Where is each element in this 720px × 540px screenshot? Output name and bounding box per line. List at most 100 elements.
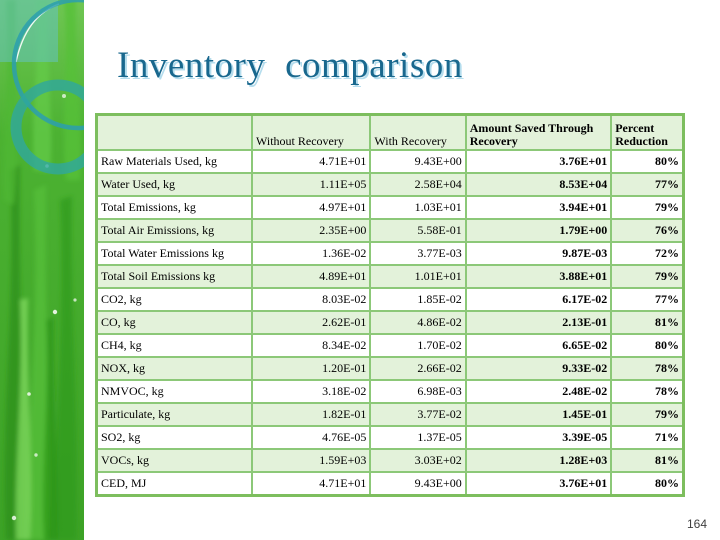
header-percent-reduction: Percent Reduction — [610, 113, 685, 151]
page-title: Inventory comparison — [117, 45, 463, 86]
without-recovery-cell: 1.36E-02 — [251, 241, 372, 266]
row-label-cell: CH4, kg — [95, 333, 254, 358]
percent-reduction-cell: 79% — [610, 402, 685, 427]
without-recovery-cell: 1.11E+05 — [251, 172, 372, 197]
inventory-table: Without Recovery With Recovery Amount Sa… — [95, 113, 685, 497]
amount-saved-cell: 3.76E+01 — [464, 471, 613, 497]
percent-reduction-cell: 81% — [610, 310, 685, 335]
grass-photo-strip — [0, 0, 84, 540]
row-label-cell: VOCs, kg — [95, 448, 254, 473]
without-recovery-cell: 1.20E-01 — [251, 356, 372, 381]
row-label-cell: CO, kg — [95, 310, 254, 335]
without-recovery-cell: 8.03E-02 — [251, 287, 372, 312]
without-recovery-cell: 8.34E-02 — [251, 333, 372, 358]
amount-saved-cell: 6.17E-02 — [464, 287, 613, 312]
table-row: Total Emissions, kg 4.97E+01 1.03E+01 3.… — [95, 195, 685, 220]
thin-teal-ring-icon — [11, 0, 84, 131]
without-recovery-cell: 4.71E+01 — [251, 149, 372, 174]
percent-reduction-cell: 77% — [610, 172, 685, 197]
percent-reduction-cell: 80% — [610, 333, 685, 358]
row-label-cell: Raw Materials Used, kg — [95, 149, 254, 174]
row-label-cell: NMVOC, kg — [95, 379, 254, 404]
percent-reduction-cell: 79% — [610, 264, 685, 289]
percent-reduction-cell: 79% — [610, 195, 685, 220]
row-label-cell: CED, MJ — [95, 471, 254, 497]
table-row: CED, MJ 4.71E+01 9.43E+00 3.76E+01 80% — [95, 471, 685, 497]
table-row: CO2, kg 8.03E-02 1.85E-02 6.17E-02 77% — [95, 287, 685, 312]
header-without-recovery: Without Recovery — [251, 113, 372, 151]
without-recovery-cell: 4.89E+01 — [251, 264, 372, 289]
inventory-table-container: Without Recovery With Recovery Amount Sa… — [95, 113, 685, 497]
row-label-cell: Particulate, kg — [95, 402, 254, 427]
amount-saved-cell: 1.79E+00 — [464, 218, 613, 243]
row-label-cell: Total Water Emissions kg — [95, 241, 254, 266]
header-amount-saved: Amount Saved Through Recovery — [464, 113, 613, 151]
table-row: Total Water Emissions kg 1.36E-02 3.77E-… — [95, 241, 685, 266]
table-row: VOCs, kg 1.59E+03 3.03E+02 1.28E+03 81% — [95, 448, 685, 473]
amount-saved-cell: 3.39E-05 — [464, 425, 613, 450]
with-recovery-cell: 2.58E+04 — [369, 172, 467, 197]
percent-reduction-cell: 72% — [610, 241, 685, 266]
without-recovery-cell: 1.59E+03 — [251, 448, 372, 473]
header-with-recovery: With Recovery — [369, 113, 467, 151]
percent-reduction-cell: 78% — [610, 356, 685, 381]
amount-saved-cell: 3.94E+01 — [464, 195, 613, 220]
row-label-cell: NOX, kg — [95, 356, 254, 381]
row-label-cell: CO2, kg — [95, 287, 254, 312]
row-label-cell: Total Emissions, kg — [95, 195, 254, 220]
with-recovery-cell: 9.43E+00 — [369, 471, 467, 497]
with-recovery-cell: 1.01E+01 — [369, 264, 467, 289]
amount-saved-cell: 1.28E+03 — [464, 448, 613, 473]
percent-reduction-cell: 77% — [610, 287, 685, 312]
row-label-cell: Total Soil Emissions kg — [95, 264, 254, 289]
without-recovery-cell: 2.62E-01 — [251, 310, 372, 335]
without-recovery-cell: 3.18E-02 — [251, 379, 372, 404]
amount-saved-cell: 8.53E+04 — [464, 172, 613, 197]
with-recovery-cell: 1.70E-02 — [369, 333, 467, 358]
with-recovery-cell: 9.43E+00 — [369, 149, 467, 174]
row-label-cell: SO2, kg — [95, 425, 254, 450]
percent-reduction-cell: 78% — [610, 379, 685, 404]
table-row: NOX, kg 1.20E-01 2.66E-02 9.33E-02 78% — [95, 356, 685, 381]
amount-saved-cell: 1.45E-01 — [464, 402, 613, 427]
without-recovery-cell: 4.76E-05 — [251, 425, 372, 450]
with-recovery-cell: 1.85E-02 — [369, 287, 467, 312]
table-row: SO2, kg 4.76E-05 1.37E-05 3.39E-05 71% — [95, 425, 685, 450]
with-recovery-cell: 6.98E-03 — [369, 379, 467, 404]
amount-saved-cell: 2.48E-02 — [464, 379, 613, 404]
table-row: Total Air Emissions, kg 2.35E+00 5.58E-0… — [95, 218, 685, 243]
with-recovery-cell: 2.66E-02 — [369, 356, 467, 381]
amount-saved-cell: 2.13E-01 — [464, 310, 613, 335]
without-recovery-cell: 1.82E-01 — [251, 402, 372, 427]
header-row: Without Recovery With Recovery Amount Sa… — [95, 113, 685, 151]
percent-reduction-cell: 76% — [610, 218, 685, 243]
teal-square-overlay — [0, 0, 58, 62]
table-row: Water Used, kg 1.11E+05 2.58E+04 8.53E+0… — [95, 172, 685, 197]
with-recovery-cell: 3.77E-02 — [369, 402, 467, 427]
inventory-table-header: Without Recovery With Recovery Amount Sa… — [95, 113, 685, 151]
amount-saved-cell: 6.65E-02 — [464, 333, 613, 358]
table-row: Total Soil Emissions kg 4.89E+01 1.01E+0… — [95, 264, 685, 289]
page-number: 164 — [686, 517, 707, 531]
percent-reduction-cell: 71% — [610, 425, 685, 450]
amount-saved-cell: 3.88E+01 — [464, 264, 613, 289]
thick-teal-ring-icon — [10, 79, 84, 175]
row-label-cell: Total Air Emissions, kg — [95, 218, 254, 243]
without-recovery-cell: 2.35E+00 — [251, 218, 372, 243]
amount-saved-cell: 9.87E-03 — [464, 241, 613, 266]
with-recovery-cell: 3.03E+02 — [369, 448, 467, 473]
without-recovery-cell: 4.97E+01 — [251, 195, 372, 220]
row-label-cell: Water Used, kg — [95, 172, 254, 197]
with-recovery-cell: 1.03E+01 — [369, 195, 467, 220]
without-recovery-cell: 4.71E+01 — [251, 471, 372, 497]
percent-reduction-cell: 80% — [610, 471, 685, 497]
amount-saved-cell: 9.33E-02 — [464, 356, 613, 381]
percent-reduction-cell: 80% — [610, 149, 685, 174]
table-row: CO, kg 2.62E-01 4.86E-02 2.13E-01 81% — [95, 310, 685, 335]
header-blank — [95, 113, 254, 151]
with-recovery-cell: 3.77E-03 — [369, 241, 467, 266]
with-recovery-cell: 1.37E-05 — [369, 425, 467, 450]
table-row: Raw Materials Used, kg 4.71E+01 9.43E+00… — [95, 149, 685, 174]
table-row: NMVOC, kg 3.18E-02 6.98E-03 2.48E-02 78% — [95, 379, 685, 404]
